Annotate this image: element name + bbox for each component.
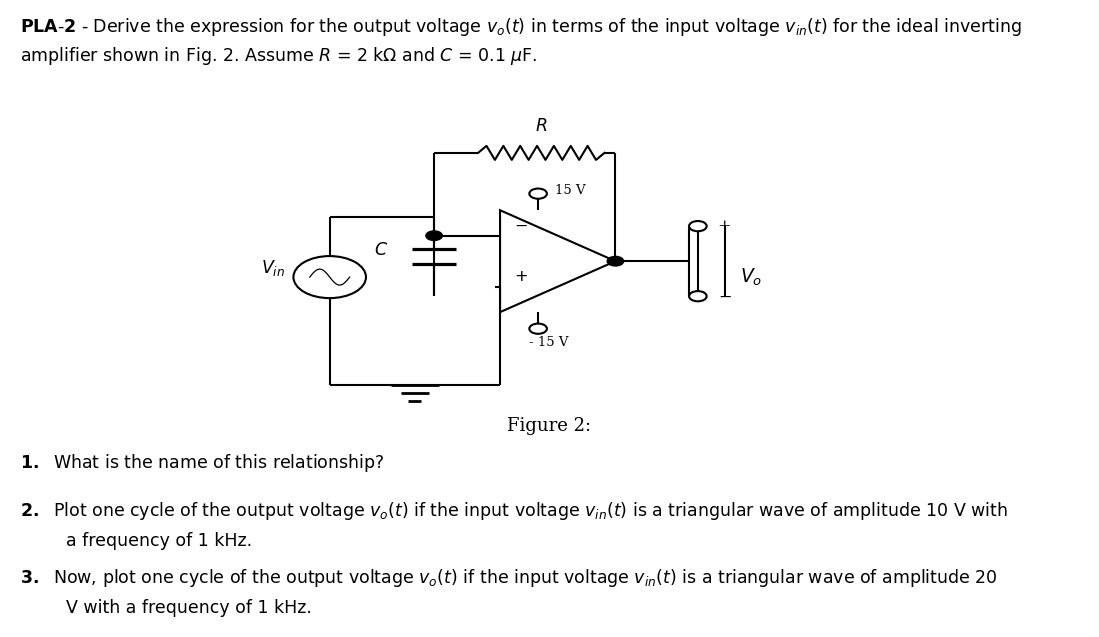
Circle shape [608,257,624,266]
Text: $\mathbf{2.}$  Plot one cycle of the output voltage $v_o(t)$ if the input voltag: $\mathbf{2.}$ Plot one cycle of the outp… [20,500,1008,522]
Text: $\mathbf{1.}$  What is the name of this relationship?: $\mathbf{1.}$ What is the name of this r… [20,452,385,475]
Text: +: + [718,218,731,234]
Text: $-$: $-$ [514,217,529,234]
Text: a frequency of 1 kHz.: a frequency of 1 kHz. [66,532,252,550]
Text: amplifier shown in Fig. 2. Assume $R$ = 2 k$\Omega$ and $C$ = 0.1 $\mu$F.: amplifier shown in Fig. 2. Assume $R$ = … [20,45,537,67]
Text: - 15 V: - 15 V [530,336,569,349]
Text: $+$: $+$ [514,268,529,285]
Text: $\mathbf{PLA\text{-}2}$ - Derive the expression for the output voltage $v_o(t)$ : $\mathbf{PLA\text{-}2}$ - Derive the exp… [20,16,1021,38]
Text: $R$: $R$ [535,118,547,135]
Circle shape [426,231,443,240]
Text: 15 V: 15 V [555,184,586,197]
Text: $V_o$: $V_o$ [740,266,762,288]
Text: $C$: $C$ [374,241,388,259]
Text: V with a frequency of 1 kHz.: V with a frequency of 1 kHz. [66,599,312,617]
Text: Figure 2:: Figure 2: [508,417,591,435]
Text: $-$: $-$ [718,288,732,304]
Text: $\mathbf{3.}$  Now, plot one cycle of the output voltage $v_o(t)$ if the input v: $\mathbf{3.}$ Now, plot one cycle of the… [20,567,998,589]
Text: $V_{in}$: $V_{in}$ [260,257,285,278]
